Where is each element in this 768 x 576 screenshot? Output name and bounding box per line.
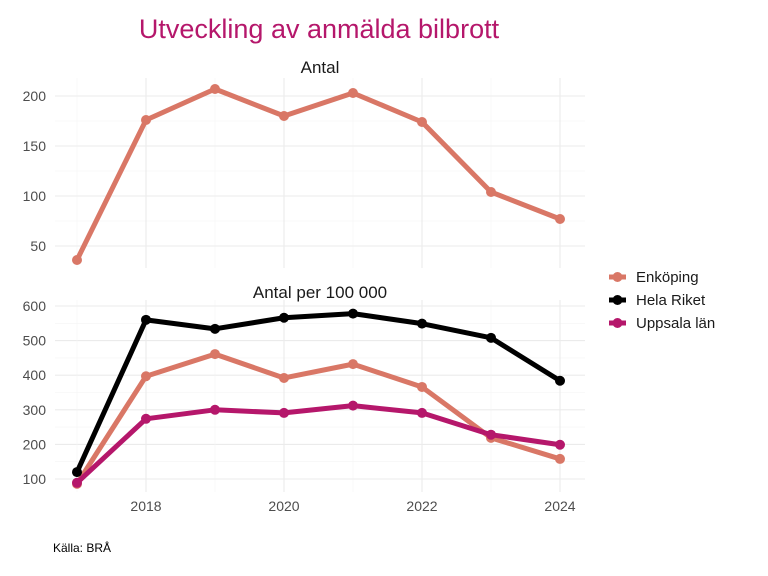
y-tick-label: 200 — [23, 436, 47, 452]
data-point — [72, 477, 82, 488]
data-point — [348, 308, 358, 319]
panel-title: Antal per 100 000 — [253, 283, 387, 302]
y-tick-label: 300 — [23, 402, 47, 418]
data-point — [72, 467, 82, 478]
y-tick-label: 50 — [30, 238, 46, 254]
x-tick-label: 2018 — [130, 498, 161, 514]
series-line-uppsala-län — [75, 403, 561, 485]
data-point — [417, 381, 427, 392]
legend-key-point — [612, 295, 623, 305]
data-point — [417, 407, 427, 418]
data-point — [486, 429, 496, 440]
data-point — [555, 439, 565, 450]
data-point — [555, 214, 565, 224]
y-tick-label: 100 — [23, 188, 47, 204]
data-point — [210, 84, 220, 94]
data-point — [279, 312, 289, 323]
x-tick-label: 2024 — [544, 498, 575, 514]
data-point — [279, 407, 289, 418]
panel-1: 100 200 300 400 500 600 2018 2020 2022 2024 Antal … — [23, 283, 585, 514]
legend-key-point — [612, 318, 623, 328]
legend-label: Hela Riket — [636, 292, 706, 309]
data-point — [486, 332, 496, 343]
data-point — [348, 359, 358, 370]
data-point — [348, 400, 358, 411]
data-point — [348, 88, 358, 98]
y-tick-label: 200 — [23, 88, 47, 104]
legend: Enköping Hela Riket Uppsala län — [609, 269, 715, 332]
data-point — [141, 314, 151, 325]
data-point — [210, 323, 220, 334]
series-line-enköping — [74, 86, 561, 262]
data-point — [486, 187, 496, 197]
data-point — [72, 255, 82, 265]
legend-key-point — [612, 272, 623, 282]
y-tick-label: 400 — [23, 367, 47, 383]
data-point — [210, 349, 220, 360]
y-tick-label: 150 — [23, 138, 47, 154]
data-point — [279, 111, 289, 121]
x-tick-label: 2020 — [268, 498, 299, 514]
legend-label: Uppsala län — [636, 315, 715, 332]
data-point — [555, 375, 565, 386]
series-line-hela-riket — [74, 311, 562, 474]
data-point — [210, 404, 220, 415]
panel-title: Antal — [301, 58, 340, 77]
data-point — [141, 413, 151, 424]
data-point — [555, 453, 565, 464]
data-point — [141, 115, 151, 125]
legend-label: Enköping — [636, 269, 699, 286]
y-tick-label: 500 — [23, 333, 47, 349]
source-note: Källa: BRÅ — [53, 541, 112, 555]
data-point — [417, 318, 427, 329]
x-tick-label: 2022 — [406, 498, 437, 514]
chart-title: Utveckling av anmälda bilbrott — [138, 14, 500, 44]
y-tick-label: 100 — [23, 471, 47, 487]
data-point — [141, 371, 151, 382]
panel-0: 50 100 150 200 Antal — [23, 58, 585, 268]
data-point — [279, 372, 289, 383]
data-point — [417, 117, 427, 127]
y-tick-label: 600 — [23, 298, 47, 314]
